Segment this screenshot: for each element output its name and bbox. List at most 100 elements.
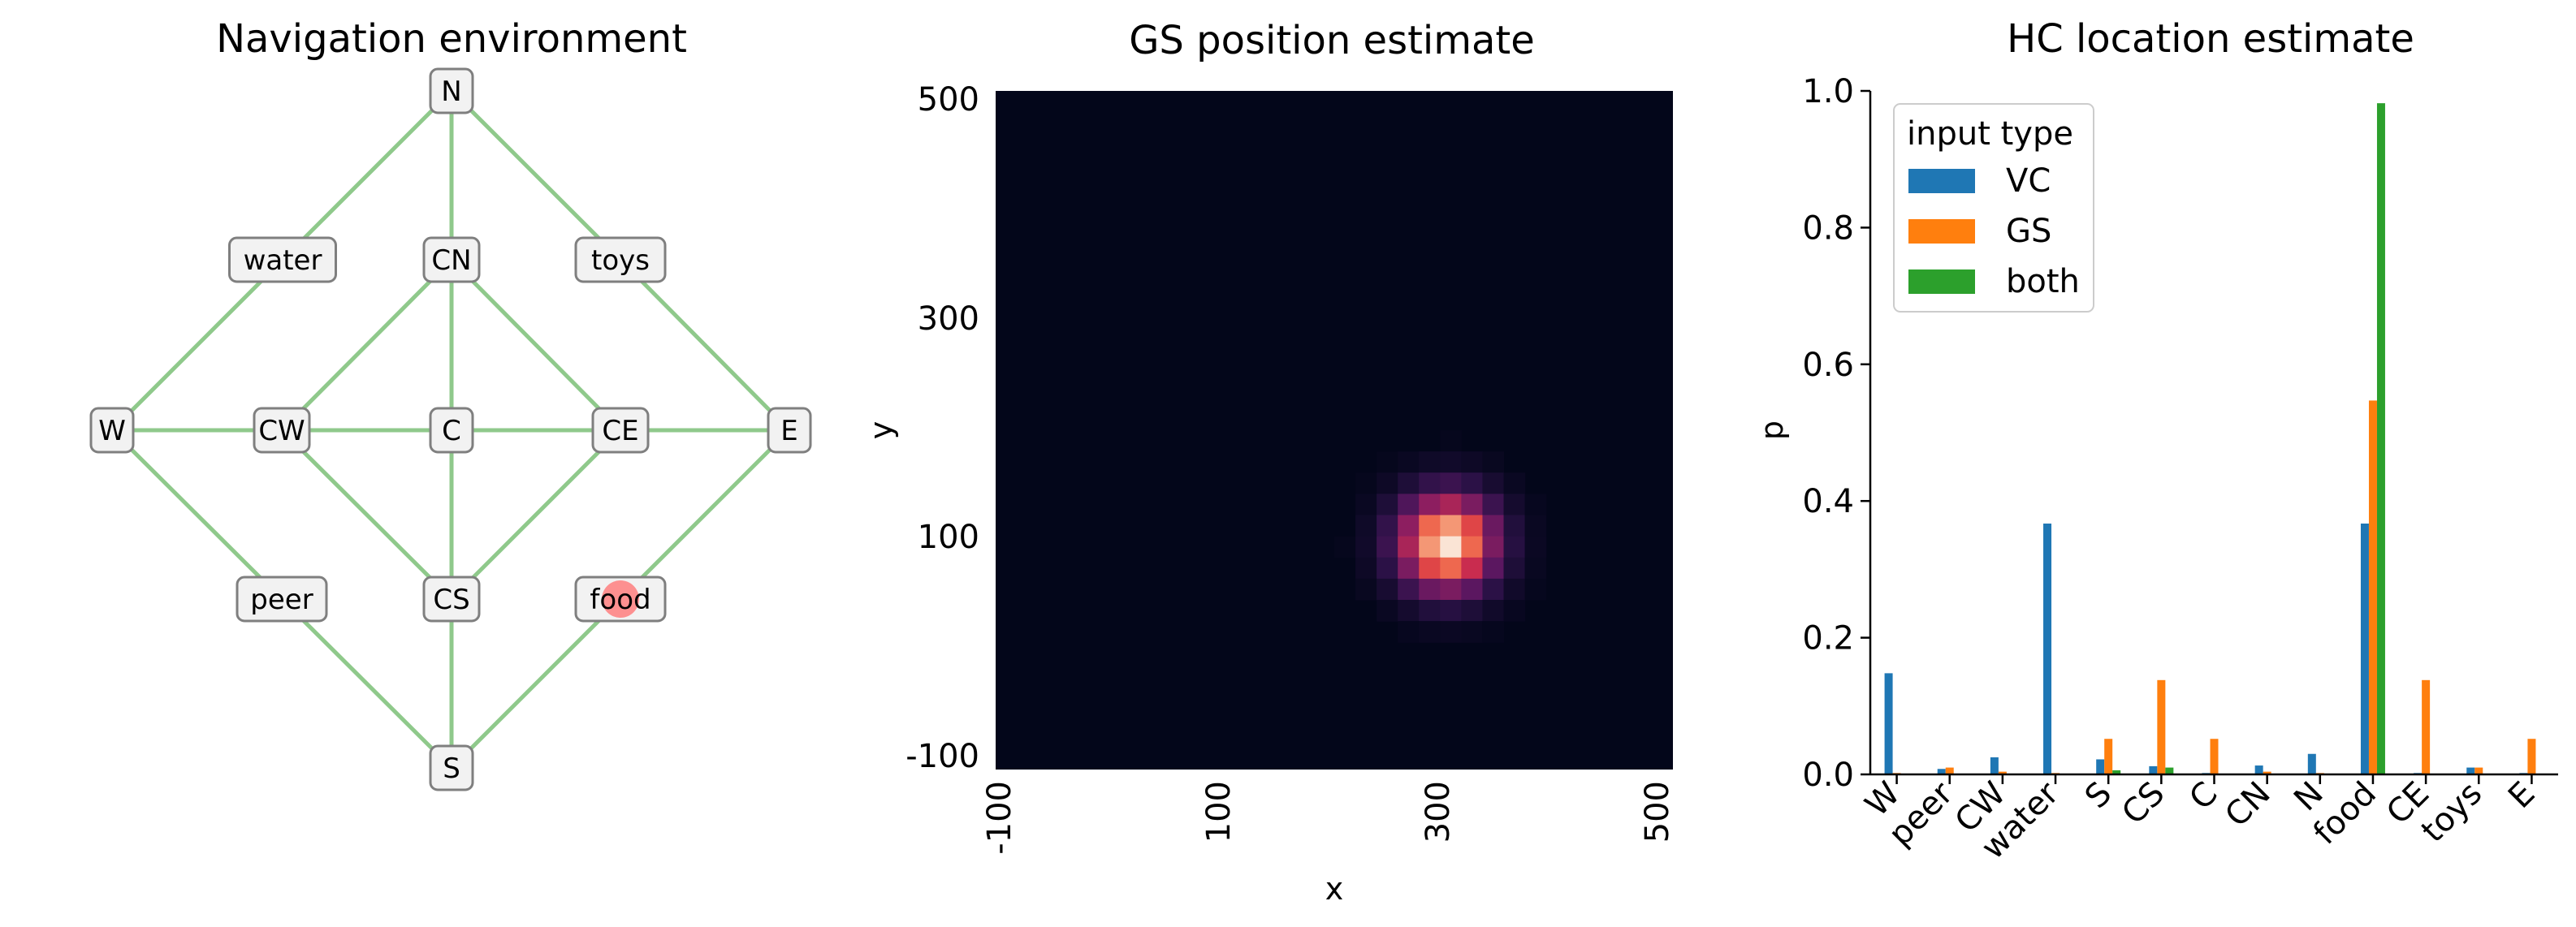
heatmap-cell: [1440, 557, 1462, 580]
graph-node-label: CE: [602, 415, 638, 447]
heatmap-cell: [1503, 472, 1526, 494]
graph-node-label: food: [590, 584, 650, 616]
navigation-title: Navigation environment: [216, 16, 687, 62]
heatmap-cell: [1398, 494, 1420, 516]
legend-label: VC: [2006, 162, 2051, 200]
graph-edge: [619, 258, 791, 432]
legend-swatch: [1908, 169, 1975, 193]
heatmap-cell: [1482, 472, 1505, 494]
heatmap-cell: [1440, 430, 1462, 452]
legend: input type VC GS both: [1893, 103, 2094, 313]
heatmap-cell: [1440, 515, 1462, 537]
bar-GS: [1945, 767, 1954, 774]
heatmap-cell: [1440, 451, 1462, 473]
heatmap-cell: [1482, 515, 1505, 537]
heatmap-cell: [1334, 536, 1356, 558]
heatmap-cell: [1419, 557, 1441, 580]
graph-node-label: CW: [258, 415, 305, 447]
bar-GS: [2527, 739, 2536, 774]
graph-edge: [450, 597, 622, 770]
heatmap-cell: [1355, 472, 1377, 494]
x-tick-label: 500: [1639, 781, 1676, 843]
x-tick-label: E: [2501, 775, 2542, 816]
graph-node-box: [422, 236, 481, 283]
heatmap-cell: [1482, 600, 1505, 622]
legend-title: input type: [1907, 115, 2073, 153]
bar-GS: [2157, 679, 2166, 774]
heatmap-cell: [1503, 557, 1526, 580]
graph-node-box: [253, 407, 311, 454]
heatmap-cell: [1440, 621, 1462, 643]
heatmap-cell: [1461, 515, 1484, 537]
heatmap-cell: [1524, 494, 1547, 516]
heatmap-cell: [1355, 557, 1377, 580]
graph-node-label: peer: [250, 584, 313, 616]
x-tick-label: food: [2306, 775, 2384, 852]
heatmap-cell: [1377, 515, 1398, 537]
graph-edge: [110, 429, 283, 601]
heatmap-cell: [1355, 536, 1377, 558]
bar-VC: [2149, 765, 2158, 774]
heatmap-cell: [1461, 621, 1484, 643]
bars: [1884, 103, 2536, 774]
heatmap-cell: [1503, 515, 1526, 537]
heatmap-cell: [1398, 557, 1420, 580]
y-tick-label: 100: [918, 519, 979, 556]
current-location-marker: [602, 580, 639, 618]
bar-GS: [2263, 771, 2271, 774]
heatmap-cell: [1398, 600, 1420, 622]
legend-box: [1893, 103, 2094, 313]
bar-VC: [2096, 759, 2105, 774]
graph-edge: [450, 429, 622, 601]
y-tick-label: 1.0: [1802, 73, 1854, 110]
y-axis-label: p: [1754, 420, 1790, 440]
heatmap-background: [996, 91, 1673, 770]
heatmap-cell: [1524, 536, 1547, 558]
graph-edge: [280, 258, 453, 432]
x-tick-label: toys: [2414, 775, 2489, 850]
bar-both: [2376, 103, 2385, 774]
heatmap-cell: [1503, 536, 1526, 558]
heatmap-cell: [1482, 621, 1505, 643]
graph-node-box: [591, 407, 650, 454]
heatmap-cell: [1419, 472, 1441, 494]
heatmap-cell: [1461, 494, 1484, 516]
heatmap-cell: [1419, 578, 1441, 601]
bar-VC: [2360, 523, 2369, 774]
graph-node-box: [228, 236, 337, 283]
y-tick-label: -100: [905, 738, 979, 775]
heatmap-cell: [1377, 578, 1398, 601]
heatmap-cell: [1461, 536, 1484, 558]
heatmap-cell: [1440, 536, 1462, 558]
heatmap-cell: [1461, 451, 1484, 473]
heatmap-cell: [1355, 515, 1377, 537]
graph-edge: [619, 429, 791, 601]
graph-node-label: W: [98, 415, 126, 447]
bar-VC: [1990, 757, 1999, 774]
heatmap-cell: [1377, 600, 1398, 622]
graph-node-box: [429, 407, 474, 454]
heatmap-cell: [1482, 578, 1505, 601]
heatmap-cell: [1440, 578, 1462, 601]
x-tick-label: C: [2182, 775, 2224, 817]
bar-both: [2165, 767, 2174, 774]
heatmap-cell: [1482, 536, 1505, 558]
x-tick-label: 300: [1420, 781, 1457, 843]
graph-node-label: CN: [431, 244, 471, 277]
heatmap-cell: [1419, 515, 1441, 537]
graph-node-box: [89, 407, 135, 454]
heatmap-cell: [1524, 578, 1547, 601]
heatmap-cell: [1377, 494, 1398, 516]
graph-node-label: toys: [591, 244, 650, 277]
heatmap-cell: [1398, 621, 1420, 643]
bar-GS: [2368, 400, 2377, 774]
heatmap-cell: [1419, 451, 1441, 473]
graph-node-label: E: [780, 415, 797, 447]
heatmap-cell: [1482, 557, 1505, 580]
graph-node-label: water: [244, 244, 322, 277]
legend-label: both: [2006, 263, 2080, 300]
bar-GS: [2210, 739, 2219, 774]
